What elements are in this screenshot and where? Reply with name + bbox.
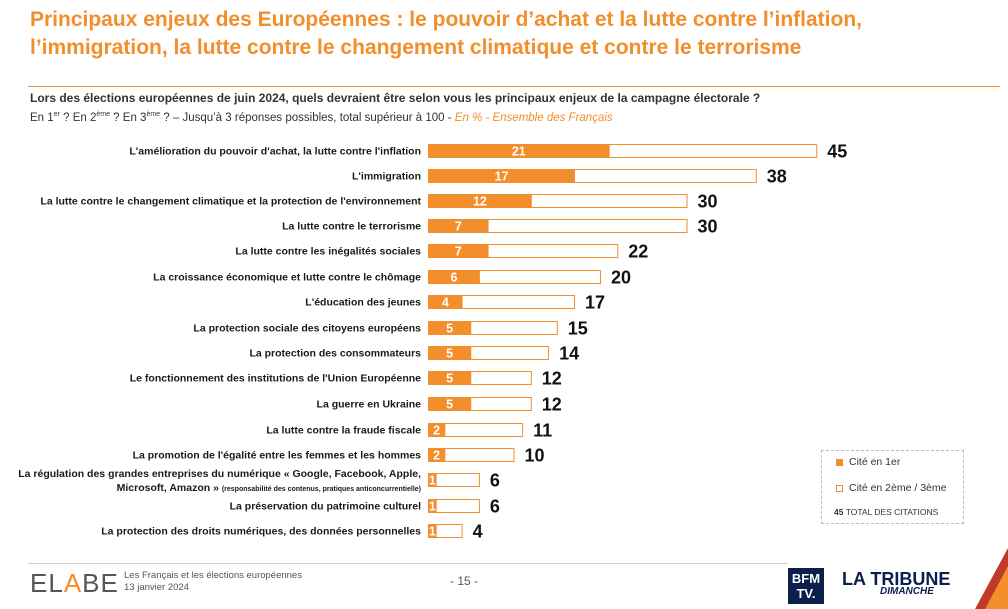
legend-swatch-first <box>836 458 843 466</box>
category-label-1: L'immigration <box>352 171 421 183</box>
footer-study-title: Les Français et les élections européenne… <box>124 570 302 581</box>
la-tribune-logo: LA TRIBUNE <box>842 569 951 589</box>
data-label-first-5: 6 <box>450 271 457 285</box>
subtitle-highlight: En % - Ensemble des Français <box>454 111 613 124</box>
bar-first-0 <box>428 144 610 158</box>
data-label-total-3: 30 <box>698 217 718 237</box>
data-label-total-4: 22 <box>628 242 648 262</box>
bar-first-10 <box>428 397 472 411</box>
data-label-total-1: 38 <box>767 167 787 187</box>
bar-first-2 <box>428 194 532 208</box>
page-number: - 15 - <box>450 574 479 588</box>
data-label-first-0: 21 <box>512 145 526 159</box>
category-label-2: La lutte contre le changement climatique… <box>40 196 421 208</box>
category-label-4: La lutte contre les inégalités sociales <box>235 246 421 258</box>
data-label-first-12: 2 <box>433 449 440 463</box>
category-label-13: La régulation des grandes entreprises du… <box>18 468 421 480</box>
category-label-7: La protection sociale des citoyens europ… <box>193 323 421 335</box>
data-label-total-7: 15 <box>568 319 588 339</box>
survey-question: Lors des élections européennes de juin 2… <box>30 91 761 105</box>
data-label-first-15: 1 <box>429 525 436 539</box>
data-label-total-5: 20 <box>611 268 631 288</box>
category-label-6: L'éducation des jeunes <box>305 297 421 309</box>
data-label-first-3: 7 <box>455 220 462 234</box>
title-divider <box>28 86 1000 87</box>
bar-first-5 <box>428 270 480 284</box>
bar-first-4 <box>428 244 489 258</box>
legend-label-first: Cité en 1er <box>849 456 901 468</box>
legend-item-first: Cité en 1er <box>836 456 900 468</box>
data-label-total-12: 10 <box>525 446 545 466</box>
category-label-3: La lutte contre le terrorisme <box>282 221 421 233</box>
data-label-total-14: 6 <box>490 497 500 517</box>
data-label-total-11: 11 <box>533 421 552 441</box>
data-label-total-2: 30 <box>698 192 718 212</box>
data-label-first-13: 1 <box>429 474 436 488</box>
bfm-tv-logo: BFM TV. <box>788 568 824 604</box>
data-label-total-8: 14 <box>559 344 579 364</box>
bar-first-13 <box>428 473 437 487</box>
category-label-10: La guerre en Ukraine <box>317 399 422 411</box>
category-label-11: La lutte contre la fraude fiscale <box>266 425 421 437</box>
chart-legend: Cité en 1er Cité en 2ème / 3ème 45 TOTAL… <box>821 450 964 524</box>
data-label-first-9: 5 <box>446 372 453 386</box>
category-label-12: La promotion de l'égalité entre les femm… <box>133 450 422 462</box>
data-label-total-13: 6 <box>490 471 500 491</box>
bar-first-8 <box>428 346 472 360</box>
bar-first-7 <box>428 321 472 335</box>
data-label-first-7: 5 <box>446 322 453 336</box>
data-label-first-10: 5 <box>446 398 453 412</box>
data-label-total-0: 45 <box>827 142 847 162</box>
data-label-total-10: 12 <box>542 395 562 415</box>
bar-first-6 <box>428 295 463 309</box>
la-tribune-dimanche-label: DIMANCHE <box>880 586 934 597</box>
bar-first-1 <box>428 169 576 183</box>
bar-first-3 <box>428 219 489 233</box>
bar-first-11 <box>428 423 446 437</box>
bar-first-15 <box>428 524 437 538</box>
data-label-first-6: 4 <box>442 296 449 310</box>
category-label-8: La protection des consommateurs <box>249 348 421 360</box>
footer-date: 13 janvier 2024 <box>124 582 189 593</box>
data-label-first-11: 2 <box>433 424 440 438</box>
data-label-first-4: 7 <box>455 245 462 259</box>
legend-swatch-total <box>836 484 843 492</box>
category-label-13-line2: Microsoft, Amazon » (responsabilité des … <box>117 482 421 494</box>
category-label-15: La protection des droits numériques, des… <box>101 526 421 538</box>
bar-first-12 <box>428 448 446 462</box>
data-label-total-15: 4 <box>473 522 483 542</box>
legend-item-total: Cité en 2ème / 3ème <box>836 482 946 494</box>
elabe-logo: ELABE <box>30 568 119 598</box>
page-title: Principaux enjeux des Européennes : le p… <box>30 8 863 59</box>
data-label-first-2: 12 <box>473 195 487 209</box>
data-label-total-9: 12 <box>542 369 562 389</box>
footer-study-info: Les Français et les élections européenne… <box>124 570 302 594</box>
bar-first-14 <box>428 499 437 513</box>
corner-decoration <box>975 548 1008 609</box>
data-label-total-6: 17 <box>585 293 605 313</box>
legend-label-total: Cité en 2ème / 3ème <box>849 482 947 494</box>
legend-total-note: 45 TOTAL DES CITATIONS <box>834 507 939 517</box>
data-label-first-8: 5 <box>446 347 453 361</box>
bar-first-9 <box>428 371 472 385</box>
data-label-first-1: 17 <box>495 170 509 184</box>
category-label-0: L'amélioration du pouvoir d'achat, la lu… <box>129 146 421 158</box>
survey-subtitle: En 1er ? En 2ème ? En 3ème ? – Jusqu’à 3… <box>30 111 613 124</box>
category-label-9: Le fonctionnement des institutions de l'… <box>130 373 421 385</box>
data-label-first-14: 1 <box>429 500 436 514</box>
category-label-5: La croissance économique et lutte contre… <box>153 272 421 284</box>
footer-divider <box>28 563 788 564</box>
category-label-14: La préservation du patrimoine culturel <box>230 501 421 513</box>
